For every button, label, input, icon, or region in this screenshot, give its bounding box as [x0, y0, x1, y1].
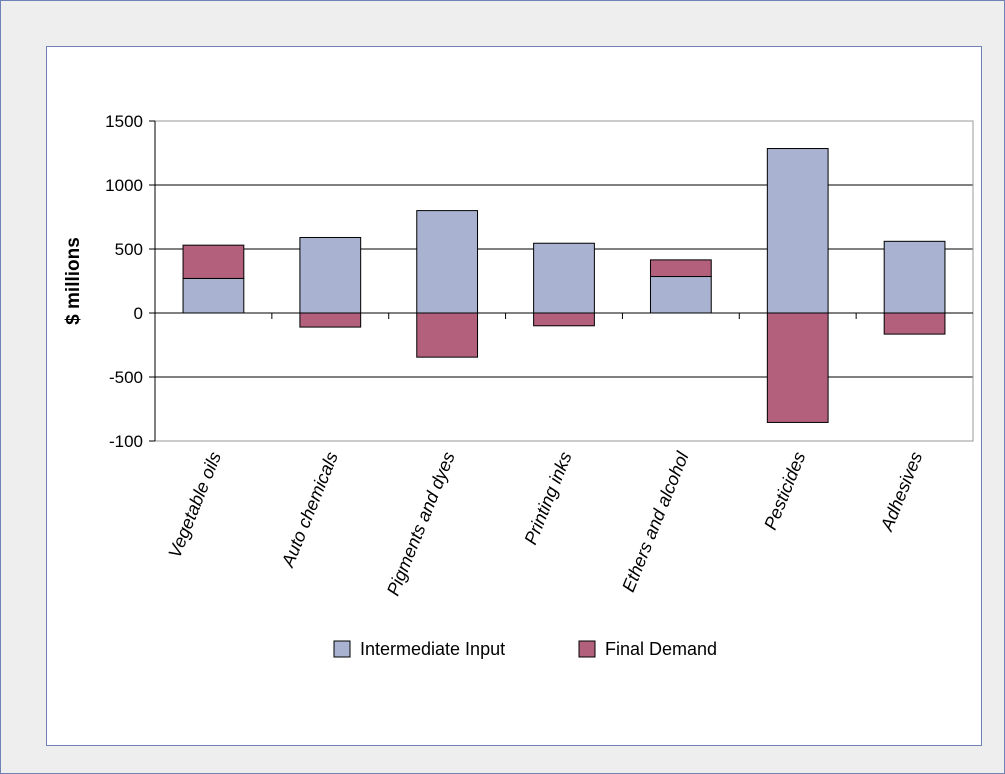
x-tick-label: Ethers and alcohol	[618, 448, 693, 595]
bar-final-demand	[416, 312, 479, 358]
x-tick-label: Pesticides	[760, 449, 809, 533]
y-tick-label: 0	[134, 304, 143, 323]
legend-swatch	[333, 640, 351, 658]
y-axis-label: $ millions	[63, 237, 84, 325]
legend-swatch	[578, 640, 596, 658]
bar-final-demand	[533, 312, 595, 327]
y-tick-label: -100	[109, 432, 143, 451]
bar-final-demand	[766, 312, 829, 423]
chart-panel: 1500 1000 500 0 -500 -100 Vegetable oils Auto …	[46, 46, 982, 746]
y-tick-label: 1000	[105, 176, 143, 195]
y-ticks: 1500 1000 500 0 -500 -100	[105, 112, 155, 451]
x-tick-label: Adhesives	[876, 449, 926, 534]
y-tick-label: 1500	[105, 112, 143, 131]
bar-intermediate-input	[416, 210, 479, 314]
y-tick-label: 500	[115, 240, 143, 259]
legend: Intermediate Input Final Demand	[333, 639, 717, 659]
x-tick-label: Vegetable oils	[164, 449, 225, 561]
x-tick-label: Pigments and dyes	[383, 449, 459, 598]
bar-intermediate-input	[766, 148, 829, 314]
bar-final-demand	[299, 312, 362, 328]
x-ticks	[271, 313, 857, 319]
bar-chart: 1500 1000 500 0 -500 -100 Vegetable oils Auto …	[63, 112, 974, 659]
bars	[182, 148, 946, 423]
bar-intermediate-input	[182, 277, 245, 314]
bar-intermediate-input	[299, 236, 362, 314]
legend-label: Intermediate Input	[360, 639, 505, 659]
y-tick-label: -500	[109, 368, 143, 387]
bar-intermediate-input	[649, 276, 712, 314]
bar-final-demand	[182, 244, 245, 279]
x-tick-label: Auto chemicals	[277, 449, 342, 571]
bar-intermediate-input	[533, 242, 595, 314]
x-tick-label: Printing inks	[520, 449, 575, 547]
x-tick-labels: Vegetable oils Auto chemicals Pigments and…	[164, 448, 926, 598]
bar-intermediate-input	[883, 240, 946, 314]
bar-final-demand	[649, 259, 712, 278]
bar-final-demand	[883, 312, 946, 335]
legend-label: Final Demand	[605, 639, 717, 659]
